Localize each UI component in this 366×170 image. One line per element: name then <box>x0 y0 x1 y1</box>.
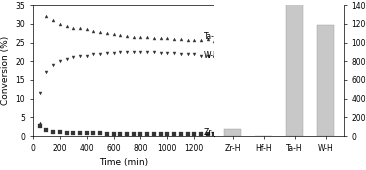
Bar <box>286 2 303 136</box>
Bar <box>224 129 242 136</box>
Text: W-H: W-H <box>203 51 219 60</box>
Y-axis label: Conversion (%): Conversion (%) <box>1 36 10 105</box>
Text: Ta-H: Ta-H <box>203 32 220 41</box>
X-axis label: Time (min): Time (min) <box>99 158 148 167</box>
Text: Zr-H: Zr-H <box>203 128 220 137</box>
Bar <box>317 25 334 136</box>
